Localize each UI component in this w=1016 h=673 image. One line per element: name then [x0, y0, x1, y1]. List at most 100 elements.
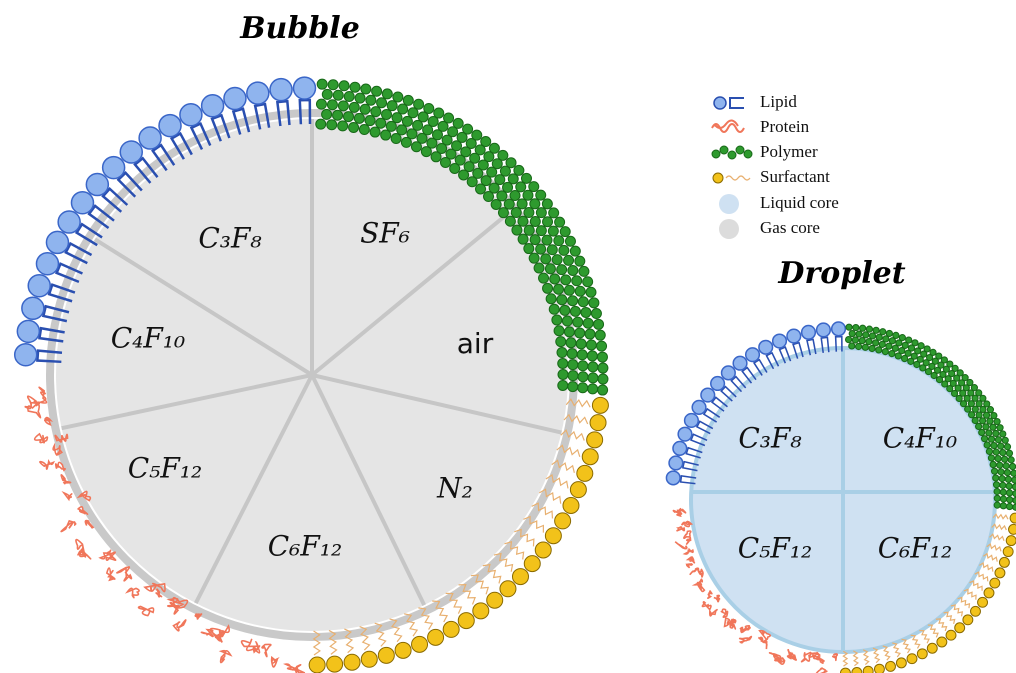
surfactant-head: [581, 448, 599, 466]
polymer-bead: [577, 360, 589, 372]
protein: [33, 432, 49, 444]
polymer-bead: [551, 314, 563, 326]
polymer-bead: [529, 234, 541, 246]
polymer-bead: [859, 324, 867, 332]
polymer-bead: [992, 429, 1000, 438]
surfactant-head: [511, 568, 529, 586]
polymer-bead: [1001, 455, 1009, 463]
polymer-bead: [901, 341, 909, 349]
polymer-bead: [338, 80, 350, 92]
protein: [116, 566, 133, 582]
polymer-bead: [465, 137, 477, 149]
surfactant-head: [427, 628, 445, 646]
polymer-bead: [998, 475, 1006, 483]
polymer-bead: [962, 384, 970, 392]
lipid-tail: [710, 396, 728, 412]
polymer-bead: [544, 263, 556, 275]
protein: [240, 638, 261, 654]
polymer-bead: [569, 245, 581, 257]
surfactant-tail: [312, 630, 321, 656]
protein: [261, 643, 272, 658]
polymer-bead: [587, 383, 599, 395]
protein: [54, 461, 66, 472]
polymer-bead: [541, 198, 553, 210]
polymer-bead: [439, 156, 451, 168]
polymer-bead: [997, 468, 1005, 476]
polymer-bead: [905, 336, 913, 344]
polymer-bead: [900, 354, 909, 363]
protein: [701, 601, 712, 611]
polymer-bead: [561, 315, 573, 327]
polymer-bead: [961, 374, 969, 382]
polymer-bead: [462, 123, 474, 135]
polymer-bead: [474, 144, 486, 156]
polymer-bead: [964, 405, 972, 413]
polymer-bead: [567, 359, 579, 371]
surfactant-tail: [328, 629, 338, 655]
polymer-bead: [452, 117, 464, 129]
surfactant-tail: [882, 645, 891, 661]
lipid-head: [677, 426, 693, 442]
surfactant-tail: [504, 541, 525, 560]
polymer-bead: [593, 318, 605, 330]
polymer-bead: [503, 198, 515, 210]
polymer-bead: [559, 304, 571, 316]
polymer-bead: [980, 435, 989, 443]
surfactant-head: [589, 414, 607, 432]
polymer-bead: [898, 334, 906, 342]
protein: [815, 655, 825, 663]
sector-line: [310, 374, 427, 606]
polymer-bead: [488, 142, 500, 154]
surfactant-tail: [969, 580, 983, 591]
surfactant-tail: [986, 543, 1002, 552]
polymer-bead: [443, 112, 455, 124]
polymer-bead: [569, 305, 581, 317]
surfactant-head: [989, 577, 1001, 589]
lipid-tail: [41, 304, 70, 323]
surfactant-head: [851, 667, 863, 673]
polymer-bead: [557, 357, 569, 369]
sector-line: [61, 373, 313, 431]
polymer-bead: [898, 347, 906, 355]
legend-icon: [725, 175, 751, 181]
polymer-bead: [480, 136, 492, 148]
polymer-bead: [975, 389, 983, 397]
polymer-bead: [596, 340, 608, 352]
polymer-bead: [551, 254, 563, 266]
lipid-tail: [685, 446, 703, 459]
protein: [691, 578, 704, 586]
lipid-head: [771, 333, 788, 349]
protein: [768, 652, 782, 660]
sector-label: SF₆: [360, 217, 410, 250]
surfactant-head: [895, 657, 907, 669]
polymer-bead: [567, 295, 579, 307]
polymer-bead: [933, 366, 942, 374]
polymer-bead: [431, 129, 443, 141]
polymer-bead: [437, 120, 449, 132]
polymer-bead: [436, 142, 448, 154]
polymer-bead: [587, 372, 599, 384]
legend-icon: [711, 119, 745, 133]
protein: [166, 601, 180, 615]
polymer-bead: [1002, 462, 1010, 470]
sector-line: [310, 210, 511, 377]
polymer-bead: [348, 101, 360, 113]
polymer-bead: [985, 429, 993, 437]
lipid-head: [119, 140, 144, 164]
polymer-bead: [315, 118, 327, 130]
polymer-bead: [454, 154, 466, 166]
polymer-bead: [584, 328, 596, 340]
surfactant-head: [377, 646, 395, 664]
polymer-bead: [911, 339, 919, 347]
polymer-bead: [929, 348, 937, 356]
lipid-head: [700, 387, 716, 403]
surfactant-head: [962, 614, 974, 626]
polymer-bead: [564, 235, 576, 247]
surfactant-head: [862, 665, 874, 673]
polymer-bead: [410, 141, 422, 153]
legend-label: Protein: [760, 117, 810, 136]
polymer-bead: [982, 411, 991, 419]
polymer-bead: [449, 162, 461, 174]
legend: Lipid Protein Polymer Surfactant Liquid …: [711, 92, 839, 239]
polymer-bead: [556, 347, 568, 359]
